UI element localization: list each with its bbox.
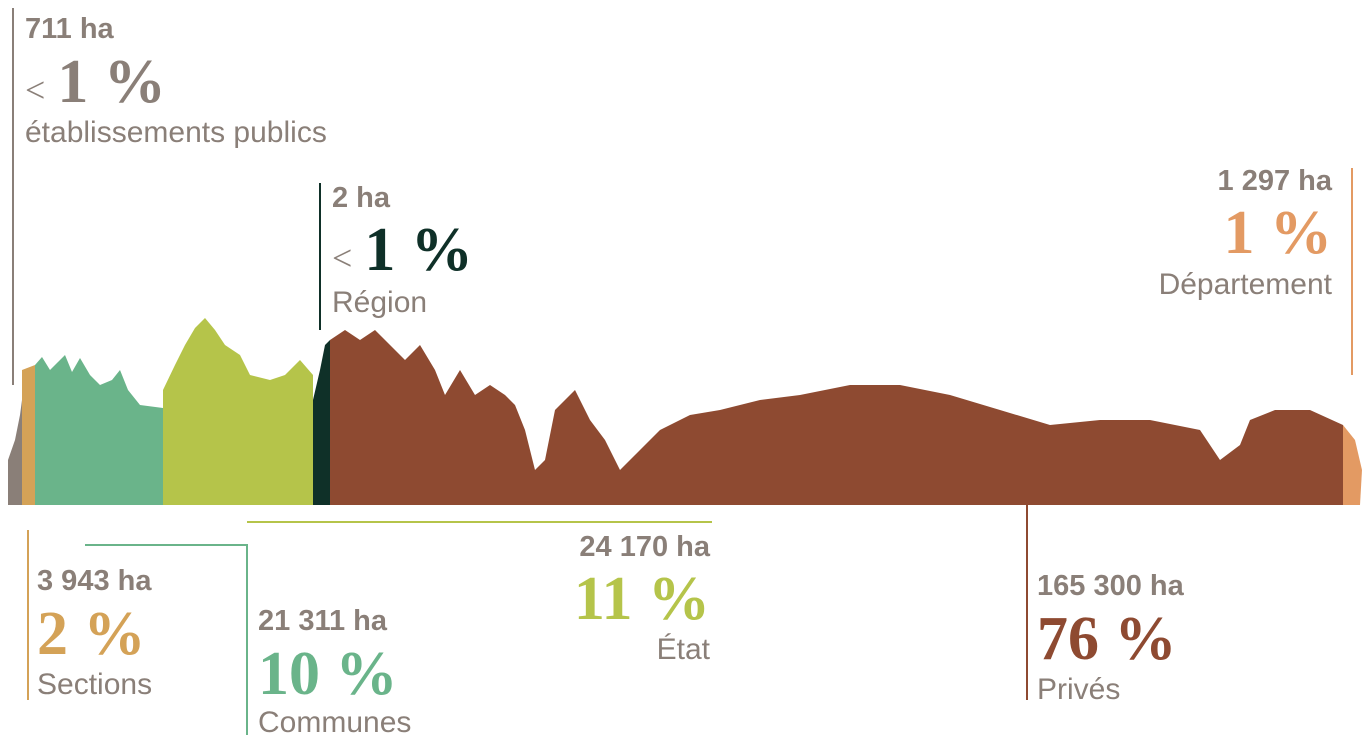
- percent-value: 1 %: [1224, 199, 1333, 267]
- label-prives: 165 300 ha 76 % Privés: [1037, 570, 1185, 706]
- percent: <1 %: [332, 216, 473, 284]
- area: 3 943 ha: [37, 565, 152, 597]
- name: Communes: [258, 706, 411, 735]
- percent-value: 1 %: [57, 48, 166, 116]
- leader-lines: [12, 8, 1353, 735]
- label-etablissements: 711 ha <1 % établissements publics: [25, 13, 327, 149]
- prefix: <: [332, 238, 352, 278]
- percent-value: 11 %: [574, 565, 710, 633]
- prefix: <: [25, 70, 45, 110]
- forest-strip: [8, 318, 1362, 505]
- percent-value: 76 %: [1037, 605, 1177, 673]
- percent: <1 %: [25, 48, 166, 116]
- strip-region: [313, 340, 330, 505]
- area: 21 311 ha: [258, 605, 388, 637]
- percent-value: 2 %: [37, 600, 146, 668]
- area: 165 300 ha: [1037, 570, 1185, 602]
- name: Privés: [1037, 673, 1120, 706]
- label-region: 2 ha <1 % Région: [332, 182, 473, 319]
- name: établissements publics: [25, 116, 327, 149]
- percent-value: 1 %: [364, 216, 473, 284]
- percent-value: 10 %: [258, 640, 398, 708]
- area: 1 297 ha: [1218, 165, 1333, 197]
- strip-departement: [1343, 425, 1362, 505]
- label-communes: 21 311 ha 10 % Communes: [258, 605, 411, 735]
- label-sections: 3 943 ha 2 % Sections: [37, 565, 152, 701]
- strip-etablissements: [8, 400, 22, 505]
- name: Département: [1159, 268, 1333, 301]
- strip-communes: [35, 355, 163, 505]
- area: 24 170 ha: [579, 531, 710, 563]
- area: 711 ha: [25, 13, 115, 45]
- strip-sections: [22, 365, 35, 505]
- area: 2 ha: [332, 182, 391, 214]
- name: État: [657, 633, 711, 666]
- strip-etat: [163, 318, 313, 505]
- leader-line: [85, 544, 248, 735]
- name: Région: [332, 286, 427, 319]
- name: Sections: [37, 668, 152, 701]
- label-departement: 1 297 ha 1 % Département: [1159, 165, 1333, 301]
- strip-prives: [330, 330, 1343, 505]
- label-etat: 24 170 ha 11 % État: [574, 531, 711, 666]
